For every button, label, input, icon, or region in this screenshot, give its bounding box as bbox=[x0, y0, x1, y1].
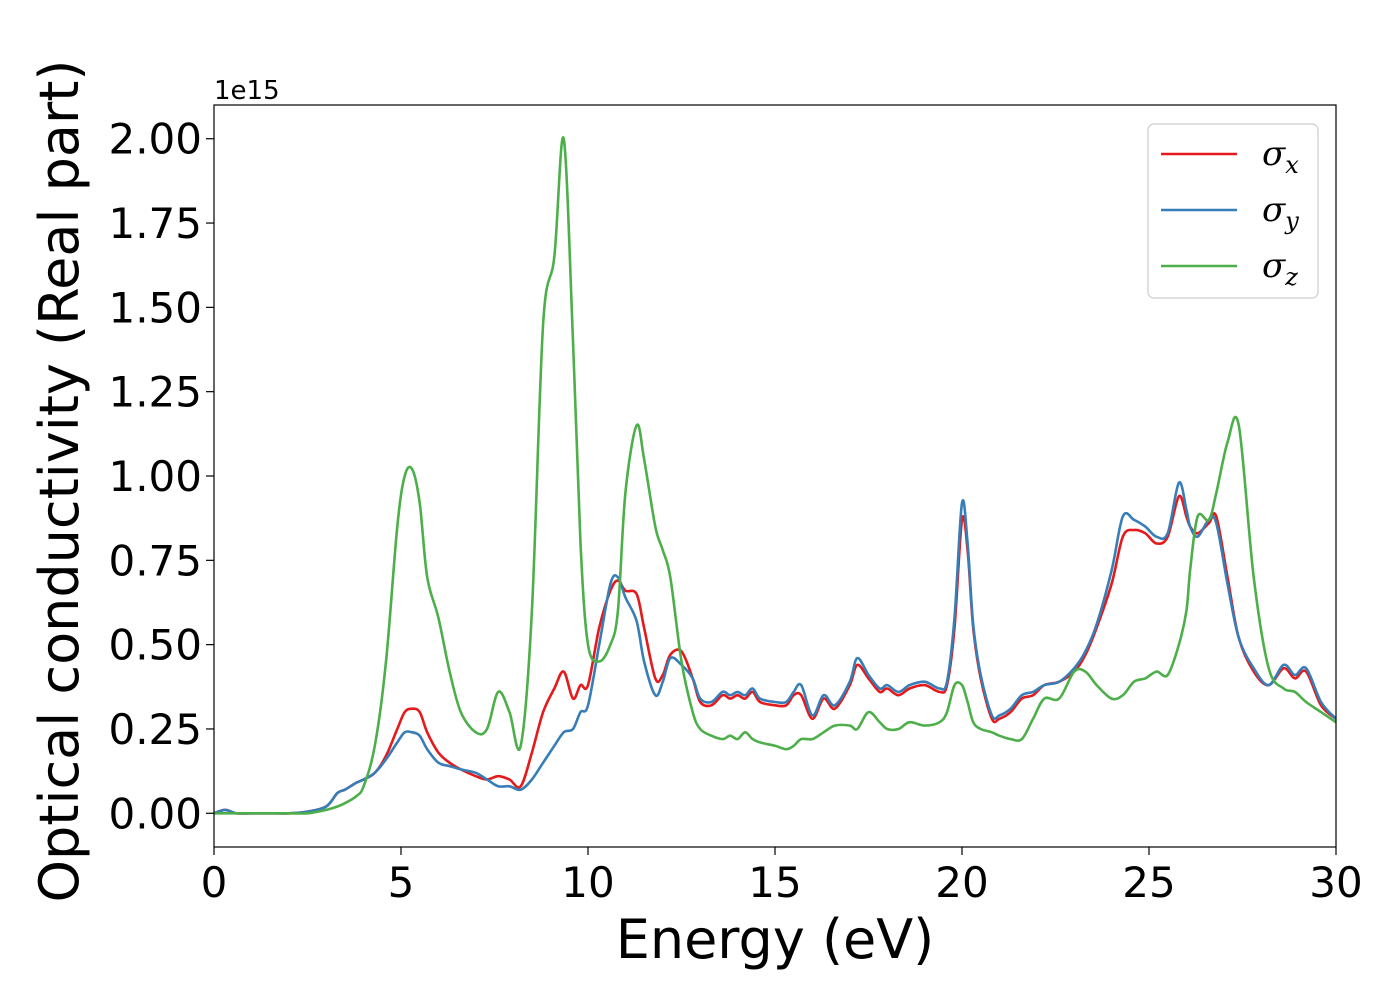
x-axis-title: Energy (eV) bbox=[616, 908, 935, 971]
y-axis-ticks: 0.00 0.25 0.50 0.75 1.00 1.25 1.50 1.75 2.00 bbox=[108, 115, 214, 838]
legend-label-sigma-z: σz bbox=[1262, 246, 1298, 291]
legend: σx σy σz bbox=[1147, 123, 1319, 299]
y-tick-label: 1.75 bbox=[108, 199, 202, 248]
y-axis-title: Optical conductivity (Real part) bbox=[28, 60, 91, 903]
plot-lines bbox=[214, 136, 1336, 815]
x-tick-label: 10 bbox=[561, 858, 614, 907]
y-tick-label: 1.25 bbox=[108, 368, 202, 417]
y-offset-label: 1e15 bbox=[214, 76, 280, 106]
y-tick-label: 0.75 bbox=[108, 536, 202, 585]
y-tick-label: 0.50 bbox=[108, 621, 202, 670]
series-line-sigma-x bbox=[214, 494, 1336, 815]
y-tick-label: 0.25 bbox=[108, 705, 202, 754]
x-tick-label: 25 bbox=[1122, 858, 1175, 907]
y-tick-label: 1.50 bbox=[108, 283, 202, 332]
legend-label-sigma-x: σx bbox=[1262, 134, 1299, 179]
x-axis-ticks: 0 5 10 15 20 25 30 bbox=[201, 847, 1363, 907]
y-tick-label: 1.00 bbox=[108, 452, 202, 501]
series-line-sigma-y bbox=[214, 481, 1336, 815]
x-tick-label: 30 bbox=[1309, 858, 1362, 907]
x-tick-label: 15 bbox=[748, 858, 801, 907]
y-tick-label: 2.00 bbox=[108, 115, 202, 164]
series-line-sigma-z bbox=[214, 136, 1336, 815]
x-tick-label: 5 bbox=[388, 858, 415, 907]
legend-label-sigma-y: σy bbox=[1262, 190, 1299, 235]
x-tick-label: 20 bbox=[935, 858, 988, 907]
x-tick-label: 0 bbox=[201, 858, 228, 907]
y-tick-label: 0.00 bbox=[108, 789, 202, 838]
